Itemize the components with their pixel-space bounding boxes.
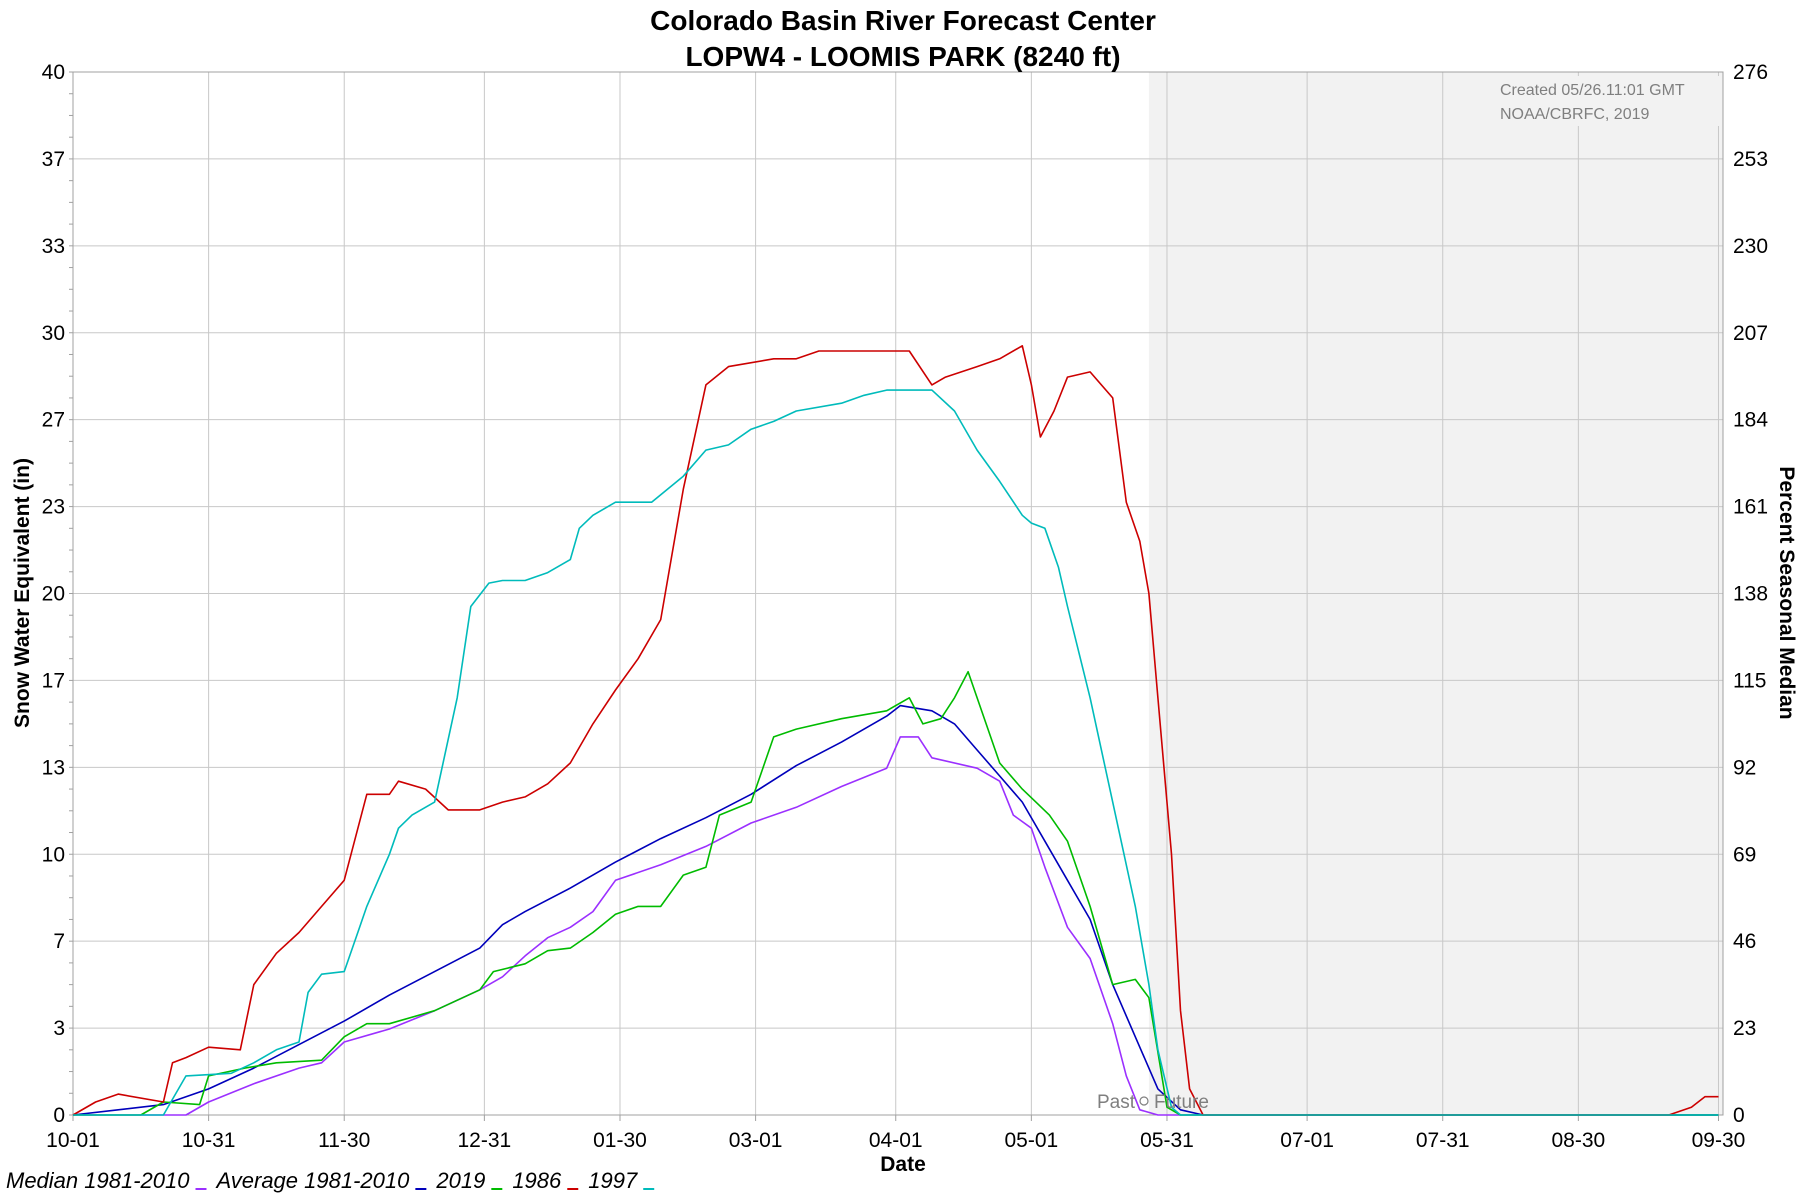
y-tick-label-left: 37 [42,148,65,171]
series-line-0 [73,736,1719,1116]
series-line-1 [72,704,1719,1116]
credit-created: Created 05/26.11:01 GMT [1500,82,1685,99]
x-tick-label: 04-01 [869,1129,923,1152]
x-tick-label: 03-01 [729,1129,783,1152]
y-tick-label-left: 33 [42,235,65,258]
y-axis-label-left: Snow Water Equivalent (in) [11,458,34,728]
chart-subtitle: LOPW4 - LOOMIS PARK (8240 ft) [685,41,1120,72]
y-tick-label-right: 23 [1733,1017,1756,1040]
plot-frame [72,71,1724,1116]
y-tick-label-right: 207 [1733,322,1768,345]
y-tick-label-right: 92 [1733,756,1756,779]
x-tick-label: 08-30 [1551,1129,1605,1152]
y-tick-label-right: 276 [1733,61,1768,84]
legend-label-4: 1997 [588,1168,638,1193]
x-tick-label: 05-01 [1004,1129,1058,1152]
legend-label-2: 2019 [435,1168,485,1193]
legend: Median 1981-2010 Average 1981-2010 2019 198… [6,1168,655,1193]
legend-label-1: Average 1981-2010 [214,1168,410,1193]
y-tick-label-left: 10 [42,843,65,866]
x-tick-label: 01-30 [593,1129,647,1152]
series-line-4 [73,389,1719,1116]
x-tick-label: 11-30 [318,1129,370,1152]
x-tick-label: 05-31 [1140,1129,1194,1152]
y-tick-label-right: 230 [1733,235,1768,258]
y-tick-label-right: 161 [1733,496,1768,519]
y-tick-label-right: 138 [1733,583,1768,606]
y-axis-label-right: Percent Seasonal Median [1775,466,1798,719]
y-tick-label-left: 7 [53,930,65,953]
x-tick-label: 10-31 [182,1129,236,1152]
credit-box [1498,76,1720,126]
x-tick-label: 09-30 [1692,1129,1746,1152]
x-tick-label: 07-31 [1416,1129,1470,1152]
past-future-marker-icon [1139,1096,1149,1106]
legend-label-3: 1986 [512,1168,562,1193]
chart-title: Colorado Basin River Forecast Center [650,5,1156,36]
y-tick-label-right: 115 [1733,669,1766,692]
legend-label-0: Median 1981-2010 [6,1168,190,1193]
past-label: Past [1097,1092,1136,1113]
y-tick-label-right: 184 [1733,409,1768,432]
credit-agency: NOAA/CBRFC, 2019 [1500,106,1649,123]
x-tick-label: 12-31 [458,1129,512,1152]
y-tick-label-left: 27 [42,409,65,432]
series-line-3 [72,344,1719,1116]
y-tick-label-left: 13 [42,756,65,779]
x-tick-label: 07-01 [1280,1129,1334,1152]
y-tick-label-right: 253 [1733,148,1768,171]
x-tick-label: 10-01 [46,1129,100,1152]
y-tick-label-right: 69 [1733,843,1756,866]
y-tick-label-left: 30 [42,322,65,345]
y-tick-label-left: 17 [42,669,65,692]
y-tick-label-left: 40 [42,61,65,84]
series-line-2 [73,670,1719,1116]
x-axis-label: Date [880,1153,926,1176]
y-tick-label-left: 3 [53,1017,65,1040]
y-tick-label-left: 0 [53,1104,65,1127]
y-tick-label-left: 23 [42,496,65,519]
y-tick-label-right: 0 [1733,1104,1745,1127]
y-tick-label-left: 20 [42,583,65,606]
future-label: Future [1154,1092,1209,1113]
y-tick-label-right: 46 [1733,930,1756,953]
